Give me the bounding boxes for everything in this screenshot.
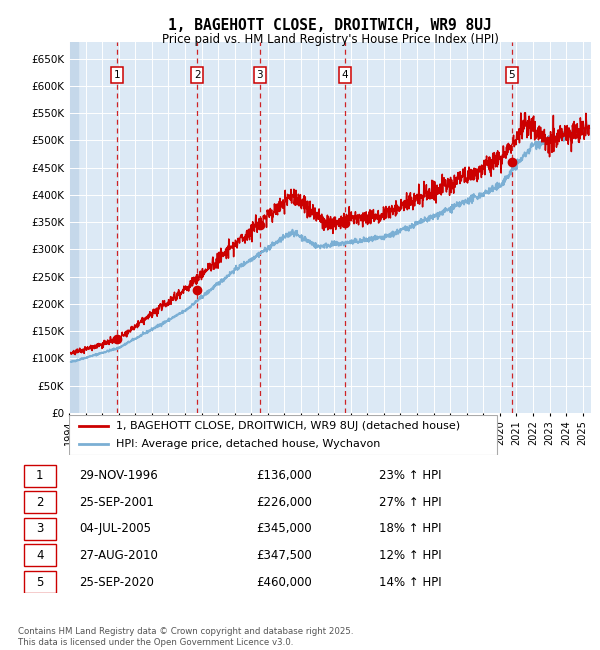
Text: Price paid vs. HM Land Registry's House Price Index (HPI): Price paid vs. HM Land Registry's House … (161, 32, 499, 46)
Text: 25-SEP-2001: 25-SEP-2001 (79, 496, 154, 509)
Text: £460,000: £460,000 (256, 576, 312, 589)
Text: 29-NOV-1996: 29-NOV-1996 (79, 469, 158, 482)
Text: £136,000: £136,000 (256, 469, 312, 482)
Text: 14% ↑ HPI: 14% ↑ HPI (379, 576, 441, 589)
FancyBboxPatch shape (23, 491, 56, 514)
Text: £226,000: £226,000 (256, 496, 313, 509)
FancyBboxPatch shape (23, 518, 56, 540)
Text: 27% ↑ HPI: 27% ↑ HPI (379, 496, 441, 509)
Text: 5: 5 (36, 576, 43, 589)
Text: 1: 1 (36, 469, 43, 482)
FancyBboxPatch shape (69, 415, 497, 455)
Text: 1, BAGEHOTT CLOSE, DROITWICH, WR9 8UJ (detached house): 1, BAGEHOTT CLOSE, DROITWICH, WR9 8UJ (d… (116, 421, 460, 431)
FancyBboxPatch shape (23, 465, 56, 487)
Text: 23% ↑ HPI: 23% ↑ HPI (379, 469, 441, 482)
Text: £345,000: £345,000 (256, 523, 312, 536)
Bar (69, 42, 78, 413)
Text: 2: 2 (36, 496, 43, 509)
FancyBboxPatch shape (23, 545, 56, 567)
Text: 12% ↑ HPI: 12% ↑ HPI (379, 549, 441, 562)
Text: 3: 3 (36, 523, 43, 536)
Text: 3: 3 (256, 70, 263, 80)
Text: 2: 2 (194, 70, 200, 80)
Text: 04-JUL-2005: 04-JUL-2005 (79, 523, 151, 536)
Text: 4: 4 (341, 70, 348, 80)
Text: 25-SEP-2020: 25-SEP-2020 (79, 576, 154, 589)
Text: 27-AUG-2010: 27-AUG-2010 (79, 549, 158, 562)
Text: HPI: Average price, detached house, Wychavon: HPI: Average price, detached house, Wych… (116, 439, 380, 448)
Text: 1: 1 (114, 70, 121, 80)
FancyBboxPatch shape (23, 571, 56, 593)
Text: 5: 5 (509, 70, 515, 80)
Text: Contains HM Land Registry data © Crown copyright and database right 2025.
This d: Contains HM Land Registry data © Crown c… (18, 627, 353, 647)
Text: 4: 4 (36, 549, 43, 562)
Text: 1, BAGEHOTT CLOSE, DROITWICH, WR9 8UJ: 1, BAGEHOTT CLOSE, DROITWICH, WR9 8UJ (168, 18, 492, 33)
Text: 18% ↑ HPI: 18% ↑ HPI (379, 523, 441, 536)
Text: £347,500: £347,500 (256, 549, 312, 562)
Bar (69, 42, 78, 413)
